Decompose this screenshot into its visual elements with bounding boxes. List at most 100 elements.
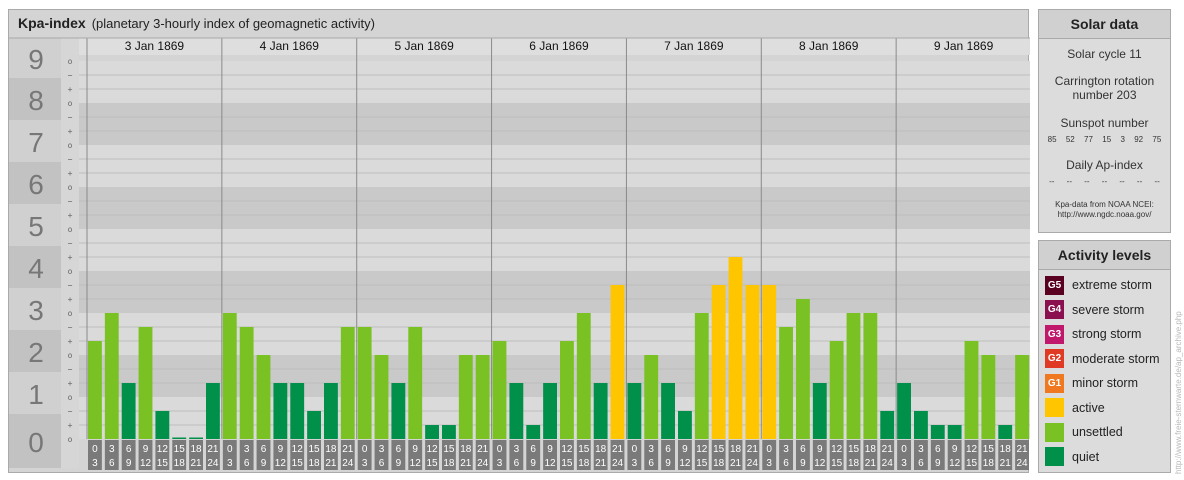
activity-level-item: G5 extreme storm [1039,273,1170,298]
day-label: 3 Jan 1869 [125,39,185,53]
minor-tick-label: + [68,169,73,178]
ap-value: -- [1136,177,1143,186]
interval-start-label: 0 [92,444,98,455]
interval-start-label: 6 [126,444,132,455]
kp-bar [981,355,996,439]
interval-cell [998,440,1013,470]
interval-end-label: 18 [983,458,995,469]
interval-start-label: 9 [278,444,284,455]
kp-bar [880,410,895,439]
day-label: 9 Jan 1869 [934,39,994,53]
interval-start-label: 9 [143,444,149,455]
interval-end-label: 24 [207,458,219,469]
kp-bar [644,355,659,439]
interval-start-label: 21 [477,444,489,455]
interval-start-label: 15 [578,444,590,455]
interval-cell [475,440,490,470]
interval-start-label: 3 [109,444,115,455]
minor-tick-label: − [68,113,73,122]
interval-start-label: 6 [665,444,671,455]
kp-chart: 0123456789o+o+−o+−o+−o+−o+−o+−o+−o+−o−3 … [9,37,1030,470]
activity-levels-heading: Activity levels [1039,241,1170,270]
interval-start-label: 21 [207,444,219,455]
interval-start-label: 9 [682,444,688,455]
y-tick-label: 7 [28,127,44,158]
kp-bar [442,425,456,439]
interval-end-label: 15 [292,458,304,469]
kp-bar [155,410,170,439]
interval-end-label: 6 [783,458,789,469]
interval-end-label: 21 [730,458,742,469]
kp-bar [239,326,254,439]
sunspot-value: 85 [1047,135,1057,144]
interval-start-label: 15 [174,444,186,455]
interval-end-label: 24 [1017,458,1029,469]
interval-end-label: 3 [92,458,98,469]
interval-start-label: 6 [396,444,402,455]
y-axis-cell [9,414,61,468]
minor-tick-label: − [68,365,73,374]
minor-tick-label: o [68,393,73,402]
y-tick-label: 6 [28,169,44,200]
kp-bar [610,284,625,439]
kp-bar [374,355,389,439]
interval-start-label: 9 [412,444,418,455]
sunspot-value: 52 [1065,135,1075,144]
interval-start-label: 18 [595,444,607,455]
interval-start-label: 21 [747,444,759,455]
interval-end-label: 9 [800,458,806,469]
minor-tick-label: o [68,225,73,234]
interval-start-label: 18 [730,444,742,455]
level-label: extreme storm [1072,278,1152,293]
interval-cell [711,440,726,470]
kp-bar [172,437,187,439]
kp-bar [290,383,305,439]
interval-end-label: 9 [665,458,671,469]
activity-level-item: active [1039,396,1170,421]
kp-bar [138,326,153,439]
interval-end-label: 24 [342,458,354,469]
interval-end-label: 21 [595,458,607,469]
interval-cell [543,440,557,470]
ap-value: -- [1066,177,1072,186]
kp-bar [930,425,945,439]
minor-tick-label: + [68,253,73,262]
data-source: Kpa-data from NOAA NCEI: [1055,200,1154,209]
y-axis-cell [9,204,61,246]
interval-end-label: 18 [309,458,321,469]
kp-bar [627,383,642,439]
interval-end-label: 12 [679,458,691,469]
interval-start-label: 12 [831,444,843,455]
interval-cell [947,440,962,470]
y-tick-label: 1 [28,379,44,410]
kp-bar [560,341,574,439]
minor-tick-label: + [68,421,73,430]
day-label: 4 Jan 1869 [260,39,320,53]
kp-bar [222,313,237,439]
level-swatch: G3 [1045,324,1064,344]
sunspot-value: 77 [1084,135,1093,144]
interval-cell [930,440,945,470]
interval-cell [222,440,237,470]
interval-cell [863,440,878,470]
interval-start-label: 21 [882,444,894,455]
kp-bar [661,383,675,439]
interval-start-label: 6 [800,444,806,455]
minor-tick-label: + [68,85,73,94]
interval-end-label: 9 [261,458,267,469]
interval-end-label: 6 [244,458,250,469]
minor-tick-label: o [68,435,73,444]
watermark-url: http://www.freie-sternwarte.de/ap_archiv… [1174,311,1183,474]
interval-cell [846,440,861,470]
data-source-url[interactable]: http://www.ngdc.noaa.gov/ [1057,210,1152,219]
ap-value: -- [1154,177,1160,186]
level-label: severe storm [1072,302,1145,317]
interval-cell [745,440,760,470]
kp-band [79,187,1030,229]
y-tick-label: 0 [28,427,44,458]
interval-cell [897,440,911,470]
minor-tick-column [61,38,79,468]
y-tick-label: 9 [28,44,44,75]
interval-cell [694,440,709,470]
kp-band [79,229,1030,271]
